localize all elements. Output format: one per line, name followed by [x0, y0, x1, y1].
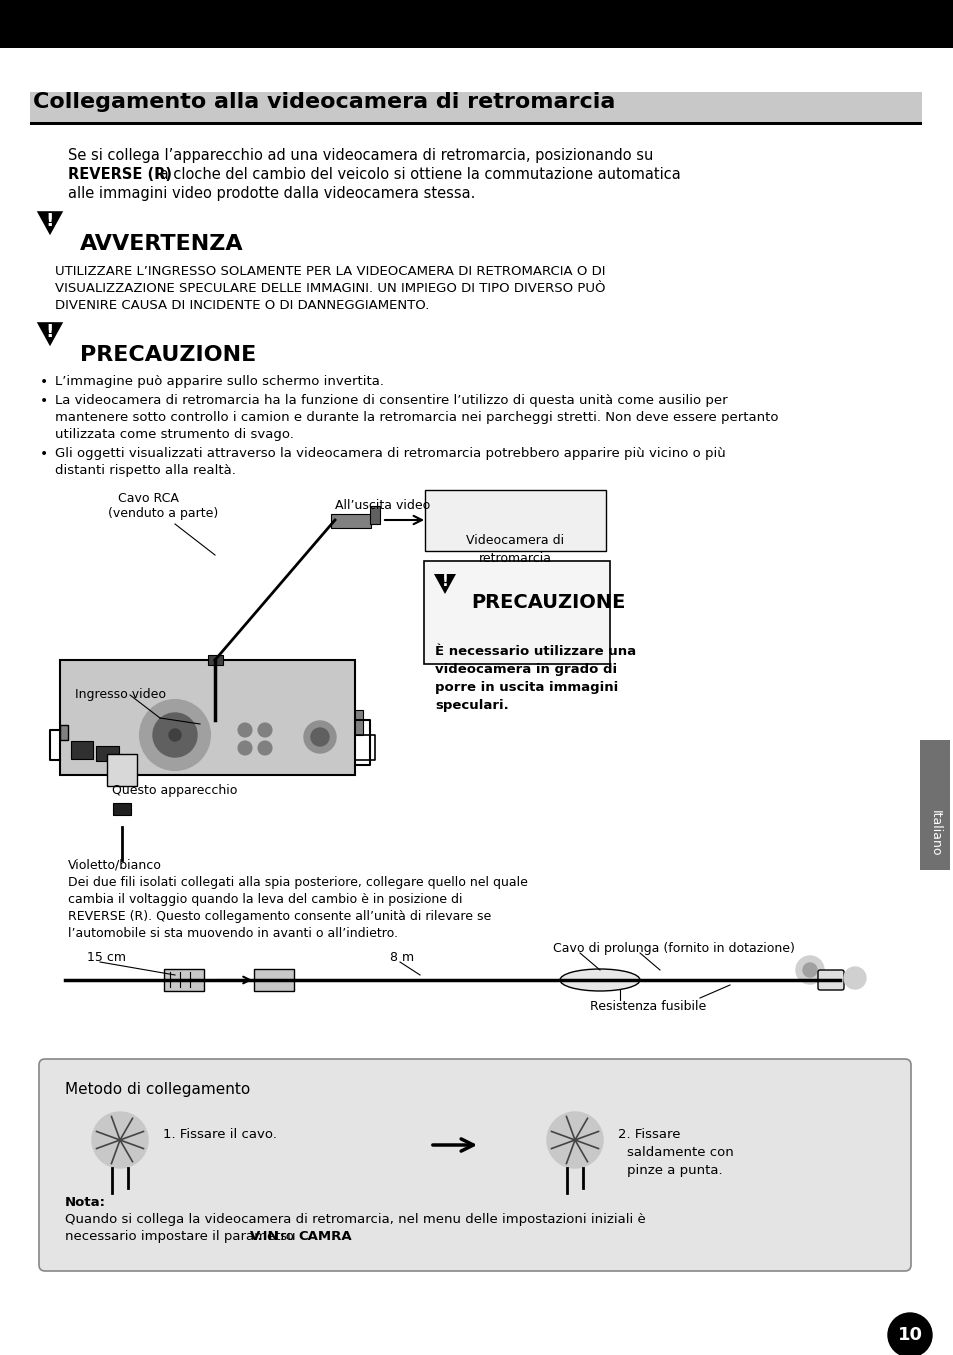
Text: necessario impostare il parametro: necessario impostare il parametro — [65, 1230, 297, 1243]
FancyBboxPatch shape — [107, 753, 137, 786]
Text: 8 m: 8 m — [390, 951, 414, 963]
Text: •: • — [40, 394, 49, 408]
Circle shape — [169, 729, 181, 741]
Circle shape — [152, 713, 196, 757]
FancyBboxPatch shape — [919, 740, 949, 870]
FancyBboxPatch shape — [423, 561, 609, 664]
FancyBboxPatch shape — [355, 710, 363, 734]
Text: VISUALIZZAZIONE SPECULARE DELLE IMMAGINI. UN IMPIEGO DI TIPO DIVERSO PUÒ: VISUALIZZAZIONE SPECULARE DELLE IMMAGINI… — [55, 282, 605, 295]
Text: 1. Fissare il cavo.: 1. Fissare il cavo. — [163, 1127, 276, 1141]
Text: !: ! — [46, 322, 54, 341]
Text: L’immagine può apparire sullo schermo invertita.: L’immagine può apparire sullo schermo in… — [55, 375, 384, 388]
Circle shape — [802, 963, 816, 977]
Text: la cloche del cambio del veicolo si ottiene la commutazione automatica: la cloche del cambio del veicolo si otti… — [151, 167, 680, 182]
Text: saldamente con: saldamente con — [626, 1146, 733, 1159]
Circle shape — [843, 967, 865, 989]
Text: Cavo di prolunga (fornito in dotazione): Cavo di prolunga (fornito in dotazione) — [553, 942, 794, 955]
Text: Se si collega l’apparecchio ad una videocamera di retromarcia, posizionando su: Se si collega l’apparecchio ad una video… — [68, 148, 653, 163]
FancyBboxPatch shape — [71, 741, 92, 759]
Text: .: . — [331, 1230, 335, 1243]
Text: Ingresso video: Ingresso video — [75, 688, 166, 701]
Text: alle immagini video prodotte dalla videocamera stessa.: alle immagini video prodotte dalla video… — [68, 186, 475, 201]
Text: Collegamento alla videocamera di retromarcia: Collegamento alla videocamera di retroma… — [33, 92, 615, 112]
Circle shape — [795, 957, 823, 984]
Text: Nota:: Nota: — [65, 1196, 106, 1209]
FancyBboxPatch shape — [164, 969, 204, 991]
Text: Resistenza fusibile: Resistenza fusibile — [589, 1000, 705, 1014]
Text: videocamera in grado di: videocamera in grado di — [435, 663, 617, 676]
Circle shape — [237, 724, 252, 737]
Circle shape — [91, 1112, 148, 1168]
Text: REVERSE (R). Questo collegamento consente all’unità di rilevare se: REVERSE (R). Questo collegamento consent… — [68, 911, 491, 923]
Circle shape — [237, 741, 252, 755]
FancyBboxPatch shape — [96, 745, 119, 760]
Circle shape — [304, 721, 335, 753]
FancyBboxPatch shape — [60, 725, 68, 740]
Text: •: • — [40, 375, 49, 389]
Text: Violetto/bianco: Violetto/bianco — [68, 858, 162, 871]
Text: 10: 10 — [897, 1327, 922, 1344]
Text: Videocamera di
retromarcia: Videocamera di retromarcia — [465, 534, 563, 565]
Text: Metodo di collegamento: Metodo di collegamento — [65, 1083, 250, 1098]
Text: DIVENIRE CAUSA DI INCIDENTE O DI DANNEGGIAMENTO.: DIVENIRE CAUSA DI INCIDENTE O DI DANNEGG… — [55, 299, 429, 312]
Polygon shape — [37, 211, 63, 236]
Text: 2. Fissare: 2. Fissare — [618, 1127, 679, 1141]
FancyBboxPatch shape — [253, 969, 294, 991]
FancyBboxPatch shape — [0, 0, 953, 47]
Text: Questo apparecchio: Questo apparecchio — [112, 785, 237, 797]
FancyBboxPatch shape — [424, 491, 605, 551]
Text: !: ! — [46, 211, 54, 230]
Circle shape — [257, 741, 272, 755]
Text: 15 cm: 15 cm — [87, 951, 126, 963]
FancyBboxPatch shape — [817, 970, 843, 991]
FancyBboxPatch shape — [30, 122, 921, 125]
Circle shape — [257, 724, 272, 737]
FancyBboxPatch shape — [208, 654, 223, 665]
Text: porre in uscita immagini: porre in uscita immagini — [435, 682, 618, 694]
Polygon shape — [434, 575, 456, 593]
FancyBboxPatch shape — [370, 505, 379, 524]
Text: !: ! — [441, 575, 448, 589]
Text: distanti rispetto alla realtà.: distanti rispetto alla realtà. — [55, 463, 235, 477]
Text: AVVERTENZA: AVVERTENZA — [80, 234, 243, 253]
Text: (venduto a parte): (venduto a parte) — [108, 507, 218, 520]
Text: Dei due fili isolati collegati alla spia posteriore, collegare quello nel quale: Dei due fili isolati collegati alla spia… — [68, 875, 527, 889]
Text: Cavo RCA: Cavo RCA — [118, 492, 179, 505]
Text: È necessario utilizzare una: È necessario utilizzare una — [435, 645, 636, 659]
Circle shape — [311, 728, 329, 747]
Text: Italiano: Italiano — [927, 810, 941, 856]
FancyBboxPatch shape — [331, 514, 371, 528]
FancyBboxPatch shape — [30, 92, 921, 122]
Text: Gli oggetti visualizzati attraverso la videocamera di retromarcia potrebbero app: Gli oggetti visualizzati attraverso la v… — [55, 447, 725, 459]
Polygon shape — [37, 322, 63, 346]
FancyBboxPatch shape — [112, 804, 131, 814]
Text: Quando si collega la videocamera di retromarcia, nel menu delle impostazioni ini: Quando si collega la videocamera di retr… — [65, 1213, 645, 1226]
Text: pinze a punta.: pinze a punta. — [626, 1164, 721, 1177]
Text: PRECAUZIONE: PRECAUZIONE — [471, 593, 625, 612]
Text: utilizzata come strumento di svago.: utilizzata come strumento di svago. — [55, 428, 294, 440]
Text: l’automobile si sta muovendo in avanti o all’indietro.: l’automobile si sta muovendo in avanti o… — [68, 927, 397, 940]
Text: PRECAUZIONE: PRECAUZIONE — [80, 346, 256, 364]
FancyBboxPatch shape — [39, 1060, 910, 1271]
Text: •: • — [40, 447, 49, 461]
Circle shape — [140, 701, 210, 770]
Text: UTILIZZARE L’INGRESSO SOLAMENTE PER LA VIDEOCAMERA DI RETROMARCIA O DI: UTILIZZARE L’INGRESSO SOLAMENTE PER LA V… — [55, 266, 605, 278]
Text: La videocamera di retromarcia ha la funzione di consentire l’utilizzo di questa : La videocamera di retromarcia ha la funz… — [55, 394, 727, 406]
Circle shape — [546, 1112, 602, 1168]
Text: mantenere sotto controllo i camion e durante la retromarcia nei parcheggi strett: mantenere sotto controllo i camion e dur… — [55, 411, 778, 424]
Text: REVERSE (R): REVERSE (R) — [68, 167, 172, 182]
Text: V.IN: V.IN — [250, 1230, 279, 1243]
Text: speculari.: speculari. — [435, 699, 508, 711]
Circle shape — [887, 1313, 931, 1355]
Text: cambia il voltaggio quando la leva del cambio è in posizione di: cambia il voltaggio quando la leva del c… — [68, 893, 462, 906]
FancyBboxPatch shape — [60, 660, 355, 775]
Text: su: su — [276, 1230, 300, 1243]
Text: CAMRA: CAMRA — [297, 1230, 352, 1243]
Text: All’uscita video: All’uscita video — [335, 499, 430, 512]
Ellipse shape — [559, 969, 639, 991]
